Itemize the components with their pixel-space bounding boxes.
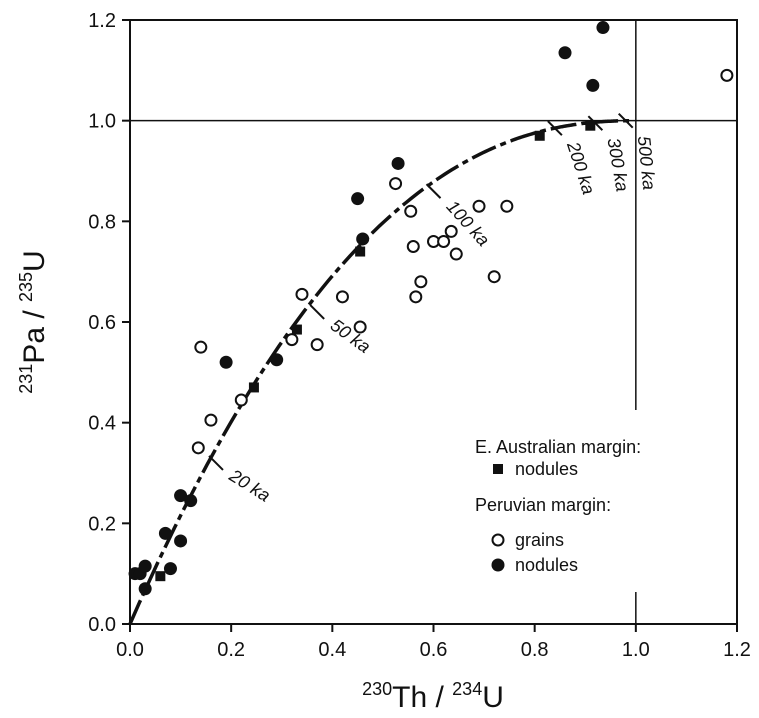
age-label: 50 ka <box>327 315 374 357</box>
peruvian-nodule-point <box>174 534 188 548</box>
x-title-part1: Th / <box>392 681 452 714</box>
peruvian-grain-point <box>437 234 451 248</box>
peruvian-grain-point <box>285 333 299 347</box>
peruvian-grain-point <box>204 413 218 427</box>
age-label: 500 ka <box>634 135 660 191</box>
peruvian-nodule-point <box>270 353 284 367</box>
x-title-sup1: 230 <box>362 679 392 699</box>
peruvian-nodule-point <box>351 192 365 206</box>
peruvian-nodule-point <box>138 559 152 573</box>
australian-nodule-point <box>291 324 302 335</box>
y-axis-title: 231Pa / 235U <box>16 250 51 393</box>
peruvian-nodule-point <box>163 562 177 576</box>
peruvian-grain-point <box>414 275 428 289</box>
data-points <box>128 21 734 596</box>
x-tick-label: 0.8 <box>521 639 549 661</box>
australian-nodule-point <box>534 130 545 141</box>
legend-open-circle-marker <box>491 533 505 547</box>
y-title-sup2: 235 <box>16 272 36 302</box>
legend-group2-item2: nodules <box>515 555 578 575</box>
x-tick-label: 0.6 <box>420 639 448 661</box>
australian-nodule-point <box>248 382 259 393</box>
peruvian-grain-point <box>500 199 514 213</box>
y-tick-label: 1.0 <box>88 111 116 133</box>
x-tick-label: 0.4 <box>318 639 346 661</box>
australian-nodule-point <box>585 120 596 131</box>
x-tick-label: 1.0 <box>622 639 650 661</box>
peruvian-grain-point <box>191 441 205 455</box>
age-tick <box>547 120 563 136</box>
y-tick-label: 0.4 <box>88 413 116 435</box>
x-axis-title: 230Th / 234U <box>362 679 504 714</box>
peruvian-grain-point <box>404 204 418 218</box>
y-tick-label: 1.2 <box>88 10 116 32</box>
peruvian-nodule-point <box>138 582 152 596</box>
x-tick-label: 0.0 <box>116 639 144 661</box>
age-tick <box>587 115 604 131</box>
x-title-sup2: 234 <box>452 679 482 699</box>
peruvian-grain-point <box>406 240 420 253</box>
x-tick-label: 0.2 <box>217 639 245 661</box>
peruvian-grain-point <box>487 270 501 284</box>
age-label: 200 ka <box>563 138 599 197</box>
peruvian-nodule-point <box>219 355 233 369</box>
legend-group1-title: E. Australian margin: <box>475 437 641 457</box>
y-tick-label: 0.0 <box>88 614 116 636</box>
age-label: 100 ka <box>443 196 494 250</box>
peruvian-grain-point <box>353 320 367 334</box>
age-label: 20 ka <box>225 465 274 506</box>
peruvian-grain-point <box>409 290 423 304</box>
peruvian-grain-point <box>335 290 349 304</box>
age-tick <box>425 183 442 199</box>
legend-filled-circle-marker <box>491 558 505 572</box>
age-label: 300 ka <box>603 136 632 193</box>
y-axis: 0.0 0.2 0.4 0.6 0.8 1.0 1.2 <box>88 10 130 636</box>
legend-group2-item1: grains <box>515 530 564 550</box>
peruvian-grain-point <box>389 177 403 191</box>
australian-nodule-point <box>355 246 366 257</box>
peruvian-grain-point <box>310 338 324 352</box>
age-tick <box>618 112 634 129</box>
reference-lines <box>130 20 737 624</box>
peruvian-grain-point <box>295 287 309 301</box>
age-tick <box>309 304 325 320</box>
y-title-part2: U <box>18 250 51 272</box>
peruvian-nodule-point <box>356 232 370 246</box>
y-title-part1: Pa / <box>18 302 51 364</box>
legend-square-marker <box>493 464 503 474</box>
legend-group1-item1: nodules <box>515 459 578 479</box>
peruvian-grain-point <box>444 224 458 238</box>
peruvian-grain-point <box>449 247 463 261</box>
peruvian-nodule-point <box>558 46 572 60</box>
peruvian-grain-point <box>194 340 208 354</box>
x-title-part2: U <box>482 681 504 714</box>
legend-background <box>470 432 700 582</box>
y-tick-label: 0.2 <box>88 513 116 535</box>
peruvian-grain-point <box>472 199 486 213</box>
legend-group2-title: Peruvian margin: <box>475 495 611 515</box>
x-tick-label: 1.2 <box>723 639 751 661</box>
age-tick <box>208 455 224 471</box>
peruvian-nodule-point <box>596 21 610 35</box>
peruvian-nodule-point <box>174 489 188 503</box>
peruvian-grain-point <box>720 68 734 82</box>
peruvian-nodule-point <box>586 78 600 92</box>
peruvian-grain-point <box>234 393 248 407</box>
y-tick-label: 0.8 <box>88 211 116 233</box>
legend: E. Australian margin: nodules Peruvian m… <box>470 432 700 582</box>
peruvian-nodule-point <box>184 494 198 508</box>
australian-nodule-point <box>155 571 166 582</box>
peruvian-nodule-point <box>391 156 405 170</box>
x-axis: 0.0 0.2 0.4 0.6 0.8 1.0 1.2 <box>116 624 751 661</box>
peruvian-nodule-point <box>158 526 172 540</box>
y-tick-label: 0.6 <box>88 312 116 334</box>
y-title-sup1: 231 <box>16 364 36 394</box>
